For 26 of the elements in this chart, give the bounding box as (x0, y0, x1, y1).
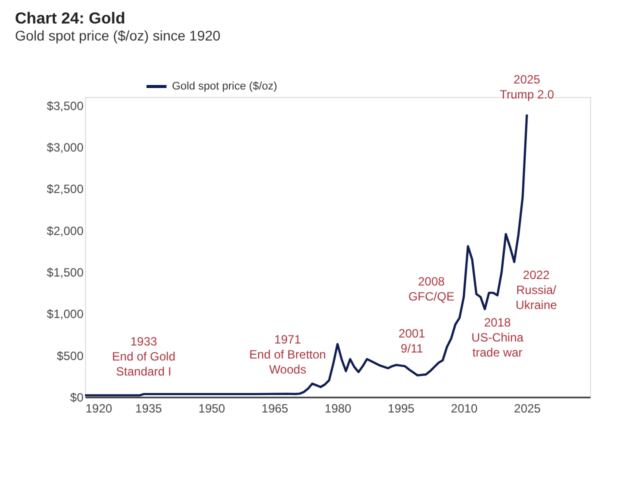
x-tick-label: 1920 (86, 402, 113, 416)
annotation: 2025 Trump 2.0 (500, 72, 554, 102)
x-tick-label: 2025 (514, 402, 542, 416)
x-tick-label: 2010 (450, 402, 478, 416)
annotation: 2008 GFC/QE (408, 274, 454, 304)
chart-subtitle: Gold spot price ($/oz) since 1920 (15, 28, 221, 44)
annotation: 2001 9/11 (398, 326, 426, 356)
y-tick-label: $2,000 (46, 224, 84, 238)
y-tick-label: $1,500 (46, 266, 84, 280)
annotation: 1933 End of Gold Standard I (112, 334, 176, 378)
annotation: 1971 End of Bretton Woods (249, 332, 326, 377)
y-tick-label: $0 (70, 390, 84, 404)
y-tick-label: $2,500 (46, 182, 84, 196)
y-tick-label: $3,500 (46, 98, 84, 113)
chart-title: Chart 24: Gold (15, 10, 126, 28)
y-tick-label: $500 (56, 348, 84, 363)
legend-label: Gold spot price ($/oz) (172, 80, 278, 92)
x-tick-label: 1995 (388, 402, 415, 416)
annotation: 2022 Russia/ Ukraine (516, 268, 558, 312)
x-tick-label: 1965 (262, 402, 289, 416)
y-tick-label: $3,000 (46, 140, 84, 154)
x-tick-label: 1980 (324, 402, 352, 416)
x-tick-label: 1935 (135, 402, 162, 416)
x-tick-label: 1950 (198, 402, 226, 416)
y-tick-label: $1,000 (46, 307, 84, 322)
annotation: 2018 US-China trade war (471, 315, 524, 360)
